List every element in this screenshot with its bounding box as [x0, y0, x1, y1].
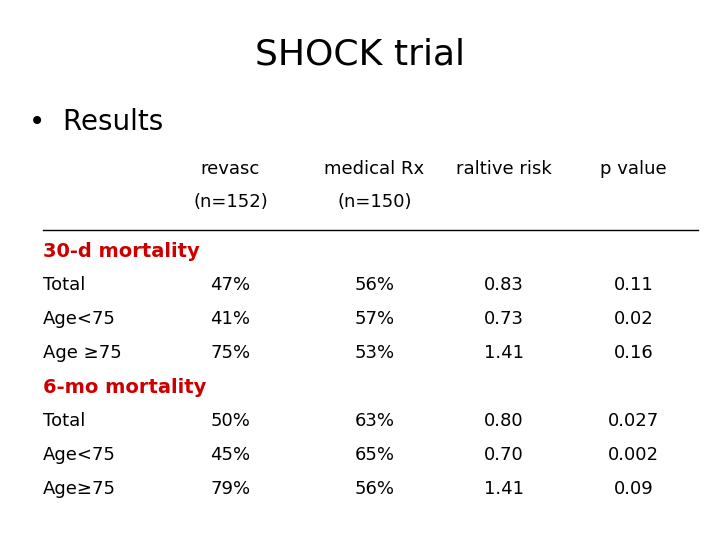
Text: 0.002: 0.002: [608, 446, 659, 464]
Text: (n=152): (n=152): [193, 193, 268, 211]
Text: •  Results: • Results: [29, 108, 163, 136]
Text: raltive risk: raltive risk: [456, 160, 552, 178]
Text: Age<75: Age<75: [43, 446, 116, 464]
Text: SHOCK trial: SHOCK trial: [255, 38, 465, 72]
Text: 1.41: 1.41: [484, 480, 524, 498]
Text: 50%: 50%: [210, 412, 251, 430]
Text: Age≥75: Age≥75: [43, 480, 116, 498]
Text: 45%: 45%: [210, 446, 251, 464]
Text: 30-d mortality: 30-d mortality: [43, 241, 200, 261]
Text: 57%: 57%: [354, 310, 395, 328]
Text: 56%: 56%: [354, 276, 395, 294]
Text: 47%: 47%: [210, 276, 251, 294]
Text: 0.16: 0.16: [613, 344, 654, 362]
Text: 0.83: 0.83: [484, 276, 524, 294]
Text: 0.11: 0.11: [613, 276, 654, 294]
Text: Age<75: Age<75: [43, 310, 116, 328]
Text: 75%: 75%: [210, 344, 251, 362]
Text: 0.80: 0.80: [484, 412, 524, 430]
Text: 0.02: 0.02: [613, 310, 654, 328]
Text: Total: Total: [43, 276, 86, 294]
Text: 0.027: 0.027: [608, 412, 660, 430]
Text: Age ≥75: Age ≥75: [43, 344, 122, 362]
Text: revasc: revasc: [201, 160, 260, 178]
Text: 79%: 79%: [210, 480, 251, 498]
Text: (n=150): (n=150): [337, 193, 412, 211]
Text: 53%: 53%: [354, 344, 395, 362]
Text: 0.70: 0.70: [484, 446, 524, 464]
Text: 63%: 63%: [354, 412, 395, 430]
Text: 56%: 56%: [354, 480, 395, 498]
Text: 0.09: 0.09: [613, 480, 654, 498]
Text: Total: Total: [43, 412, 86, 430]
Text: 1.41: 1.41: [484, 344, 524, 362]
Text: 65%: 65%: [354, 446, 395, 464]
Text: p value: p value: [600, 160, 667, 178]
Text: 41%: 41%: [210, 310, 251, 328]
Text: medical Rx: medical Rx: [324, 160, 425, 178]
Text: 6-mo mortality: 6-mo mortality: [43, 377, 207, 397]
Text: 0.73: 0.73: [484, 310, 524, 328]
